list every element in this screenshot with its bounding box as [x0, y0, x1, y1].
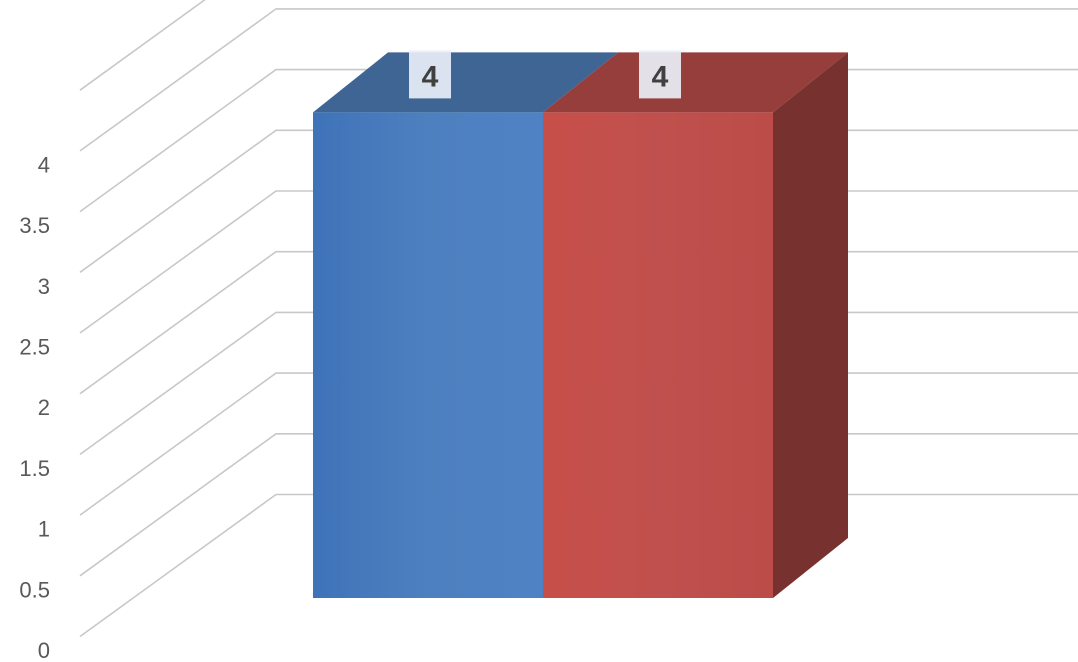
- gridline: [79, 8, 1078, 152]
- y-tick-label: 2: [38, 395, 50, 420]
- y-tick-label: 3.5: [19, 213, 50, 238]
- bar: [313, 112, 543, 599]
- y-axis-tick-labels: 0 0.5 1 1.5 2 2.5 3 3.5 4: [19, 152, 50, 662]
- y-tick-label: 1.5: [19, 456, 50, 481]
- y-tick-label: 4: [38, 152, 50, 177]
- gridlines: [79, 0, 1078, 638]
- y-tick-label: 0: [38, 638, 50, 662]
- data-label-box: [639, 50, 681, 99]
- bar-side-face: [773, 52, 848, 598]
- y-tick-label: 3: [38, 274, 50, 299]
- bar-top-face: [543, 52, 848, 113]
- data-label-box: [409, 50, 451, 99]
- data-label: 4: [652, 60, 669, 93]
- bar-series: [313, 52, 848, 599]
- y-tick-label: 0.5: [19, 577, 50, 602]
- bar: [543, 112, 773, 599]
- y-tick-label: 2.5: [19, 335, 50, 360]
- gridline: [79, 0, 206, 91]
- y-tick-label: 1: [38, 517, 50, 542]
- data-label: 4: [422, 60, 439, 93]
- bar-top-face: [313, 52, 618, 113]
